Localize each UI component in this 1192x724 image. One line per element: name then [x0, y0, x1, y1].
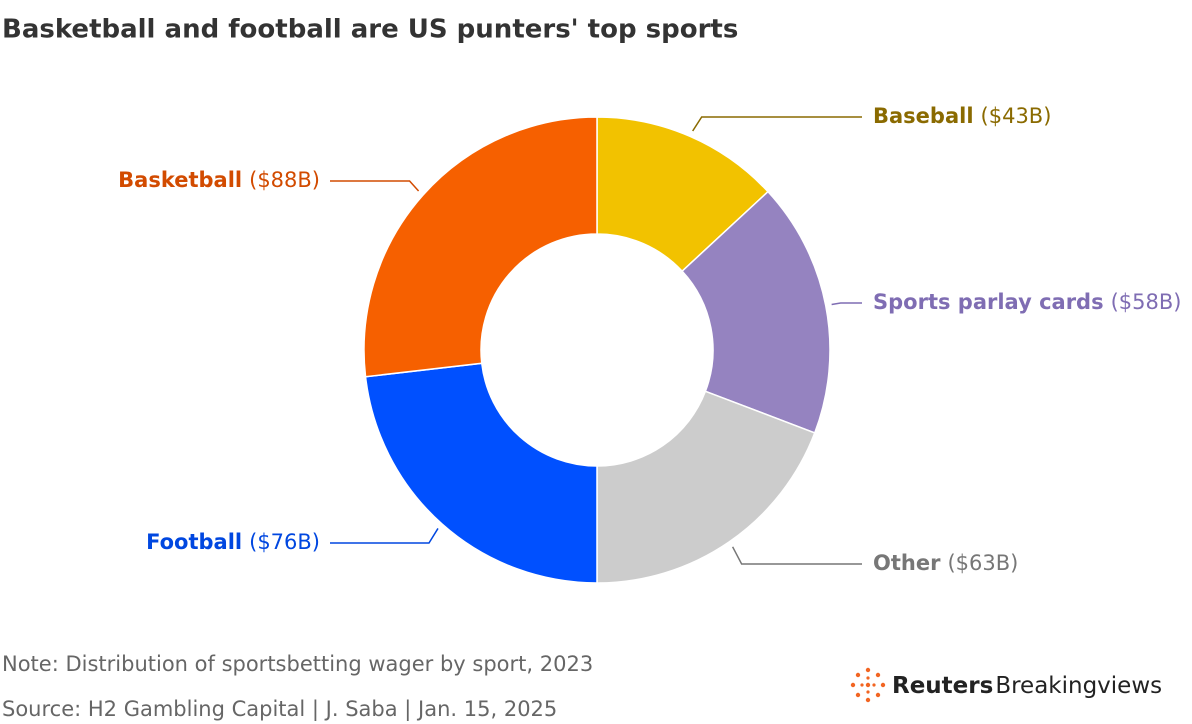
note: Note: Distribution of sportsbetting wage…: [2, 652, 593, 676]
logo-light: Breakingviews: [995, 673, 1162, 699]
leader-line: [831, 302, 862, 306]
donut-slice: [596, 116, 770, 273]
donut-slice: [363, 116, 598, 378]
category-label: Other: [873, 551, 941, 575]
category-label: Football: [146, 530, 242, 554]
leader-line: [692, 116, 862, 132]
chart-title: Basketball and football are US punters' …: [2, 15, 738, 45]
slice-label: Sports parlay cards ($58B): [873, 290, 1181, 314]
category-label: Sports parlay cards: [873, 290, 1104, 314]
logo-bold: Reuters: [892, 673, 993, 699]
logo-icon: [850, 667, 886, 703]
category-label: Basketball: [118, 168, 242, 192]
value-label: ($58B): [1111, 290, 1182, 314]
value-label: ($43B): [981, 104, 1052, 128]
slice-label: Baseball ($43B): [873, 104, 1051, 128]
donut-slice: [681, 190, 831, 434]
donut-slice: [596, 390, 816, 584]
leader-line: [330, 528, 439, 544]
value-label: ($63B): [947, 551, 1018, 575]
slice-label: Basketball ($88B): [118, 168, 320, 192]
slice-label: Football ($76B): [146, 530, 320, 554]
leader-line: [731, 546, 862, 565]
slice-label: Other ($63B): [873, 551, 1018, 575]
logo-text: ReutersBreakingviews: [892, 673, 1162, 699]
value-label: ($88B): [249, 168, 320, 192]
value-label: ($76B): [249, 530, 320, 554]
category-label: Baseball: [873, 104, 974, 128]
donut-slice: [364, 362, 598, 584]
source: Source: H2 Gambling Capital | J. Saba | …: [2, 697, 557, 722]
leader-line: [330, 180, 420, 192]
